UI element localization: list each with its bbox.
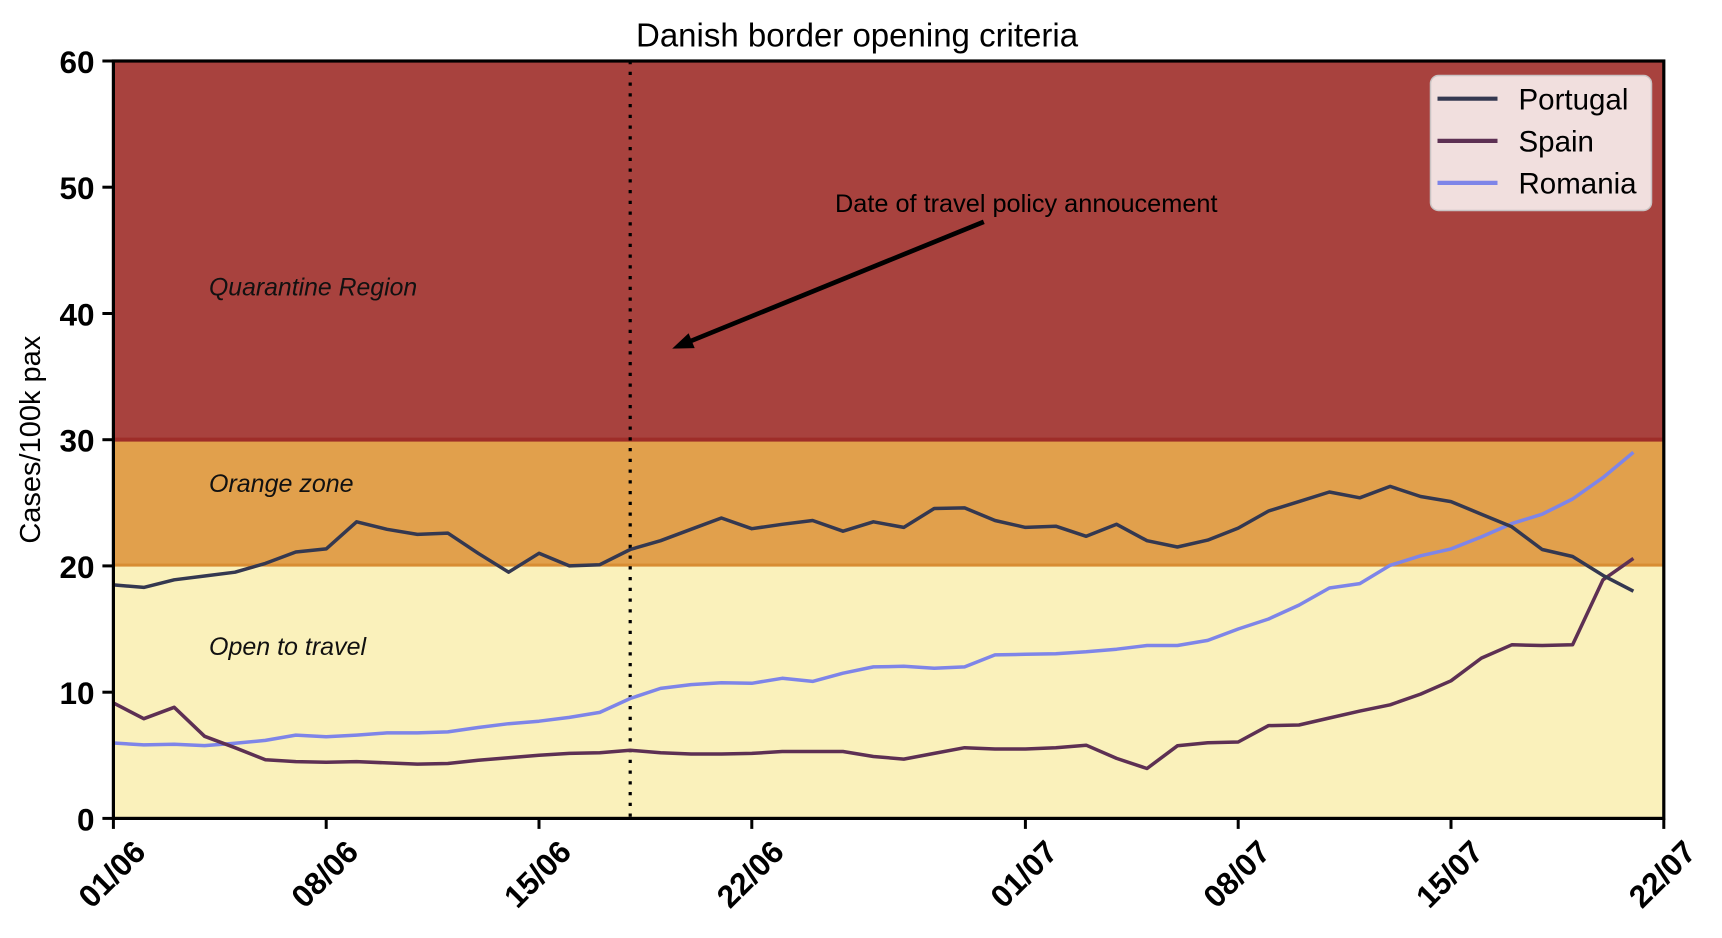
svg-text:Orange zone: Orange zone (209, 470, 354, 498)
svg-text:Spain: Spain (1519, 126, 1594, 159)
svg-text:0: 0 (77, 801, 95, 837)
svg-text:Quarantine Region: Quarantine Region (209, 275, 417, 302)
svg-text:10: 10 (59, 675, 94, 711)
svg-text:40: 40 (59, 297, 94, 333)
svg-text:Romania: Romania (1519, 168, 1638, 201)
svg-text:60: 60 (59, 44, 94, 80)
svg-text:20: 20 (59, 549, 94, 585)
svg-text:Cases/100k pax: Cases/100k pax (15, 335, 47, 543)
svg-text:Portugal: Portugal (1519, 84, 1629, 117)
svg-text:Open to travel: Open to travel (209, 633, 367, 661)
svg-text:30: 30 (59, 423, 94, 459)
svg-text:Danish border opening criteria: Danish border opening criteria (636, 17, 1079, 54)
svg-text:50: 50 (59, 170, 94, 206)
svg-text:Date of travel policy annoucem: Date of travel policy annoucement (835, 190, 1217, 218)
